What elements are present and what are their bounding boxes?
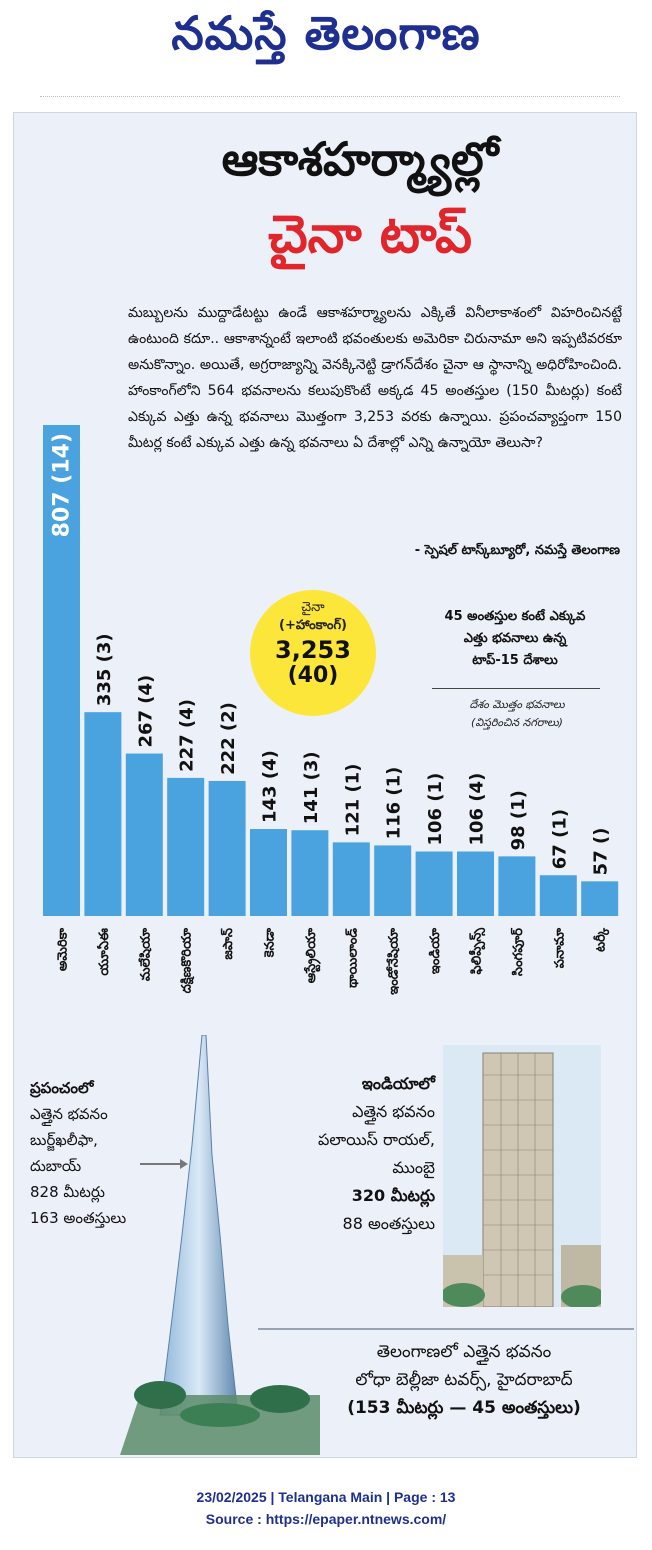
bar-value-label: 267 (4) [135,675,156,748]
bar-value-label: 143 (4) [260,750,281,823]
category-label: కెనడా [263,927,278,958]
palais-royale-photo [443,1045,601,1307]
legend-note: దేశం మొత్తం భవనాలు (విస్తరించిన నగరాలు) [432,696,602,732]
telangana-line3: (153 మీటర్లు — 45 అంతస్తులు) [347,1398,581,1418]
burj-floors: 163 అంతస్తులు [30,1209,127,1227]
legend-title-line: ఎత్తు భవనాలు ఉన్న [463,631,567,646]
india-heading: ఇండియాలో [361,1074,435,1093]
china-total: 3,253 [275,636,351,664]
india-name: పలాయిస్ రాయల్, [317,1130,435,1149]
burj-name: బుర్జ్‌ఖలీఫా, [30,1131,98,1149]
burj-height: 828 మీటర్లు [30,1183,105,1201]
bar-value-label: 116 (1) [384,767,405,840]
china-cities: (40) [287,663,339,688]
bar [167,777,205,916]
telangana-line2: లోధా బెల్లీజా టవర్స్, హైదరాబాద్ [355,1370,573,1390]
bar-value-label: 106 (1) [425,773,446,846]
category-label: టర్కీ [593,927,610,952]
bar-value-label: 335 (3) [94,633,115,706]
legend-title-line: 45 అంతస్తుల కంటే ఎక్కువ [444,609,586,624]
bar [498,856,536,916]
category-label: ఇండియా [428,928,443,974]
bar-value-label: 227 (4) [177,699,198,772]
footer-source-line[interactable]: Source : https://epaper.ntnews.com/ [205,1511,447,1527]
category-label: థాయిలాండ్ [344,928,360,988]
footer: 23/02/2025 | Telangana Main | Page : 13 … [0,1486,652,1530]
china-label: చైనా [301,600,325,615]
bar [457,851,494,916]
bar-value-label: 121 (1) [342,764,363,837]
legend-title: 45 అంతస్తుల కంటే ఎక్కువ ఎత్తు భవనాలు ఉన్… [420,606,610,672]
category-label: సింగపూర్ [510,928,526,976]
burj-city: దుబాయ్ [30,1157,82,1175]
legend-title-line: టాప్-15 దేశాలు [472,653,558,668]
bar [208,780,246,916]
bar [125,753,163,916]
telangana-caption: తెలంగాణలో ఎత్తైన భవనం లోధా బెల్లీజా టవర్… [300,1338,628,1422]
burj-caption: ప్రపంచంలో ఎత్తైన భవనం బుర్జ్‌ఖలీఫా, దుబా… [30,1075,180,1231]
bar [43,425,80,916]
bar [250,828,287,916]
india-height: 320 మీటర్లు [351,1186,435,1205]
footer-date-line: 23/02/2025 | Telangana Main | Page : 13 [196,1489,456,1505]
bar [291,830,329,916]
china-highlight-circle: చైనా (+హాంకాంగ్) 3,253 (40) [250,590,376,716]
china-sub-label: (+హాంకాంగ్) [279,618,347,633]
masthead-logo: నమస్తే తెలంగాణ [171,6,481,60]
bar-value-label: 222 (2) [218,702,239,775]
category-label: అమెరికా [56,927,71,971]
bar-value-label: 98 (1) [508,790,529,850]
bar [332,842,370,916]
india-city: ముంబై [392,1158,435,1177]
bar [415,851,453,916]
burj-heading: ప్రపంచంలో [30,1079,94,1097]
category-label: ఫిలిప్పీన్స్ [469,927,486,974]
telangana-divider [258,1328,634,1330]
bar-value-label: 57 () [591,828,612,876]
category-label: జపాన్ [220,928,236,960]
burj-line2: ఎత్తైన భవనం [30,1105,108,1123]
india-floors: 88 అంతస్తులు [342,1214,435,1233]
category-label: మలేషియా [137,928,153,981]
legend-note-line: దేశం మొత్తం భవనాలు [469,698,565,711]
arrow-icon [140,1159,188,1169]
byline: - స్పెషల్ టాస్క్‌బ్యూరో, నమస్తే తెలంగాణ [414,543,620,558]
bar-value-label: 141 (3) [301,751,322,824]
masthead-divider [40,96,620,99]
burj-khalifa-illustration [120,1035,320,1455]
bar-value-label: 106 (4) [467,773,488,846]
bar-value-label: 807 (14) [50,433,75,537]
legend-note-line: (విస్తరించిన నగరాలు) [471,716,563,729]
bar [84,712,122,916]
headline-line-1: ఆకాశహర్మ్యాల్లో [221,132,499,186]
headline-line-2: చైనా టాప్ [268,205,472,265]
telangana-line1: తెలంగాణలో ఎత్తైన భవనం [376,1342,552,1362]
bar [539,875,577,916]
category-label: పనామా [552,928,567,968]
india-caption: ఇండియాలో ఎత్తైన భవనం పలాయిస్ రాయల్, ముంబ… [270,1070,435,1238]
bar-value-label: 67 (1) [549,809,570,869]
india-line2: ఎత్తైన భవనం [352,1102,435,1121]
intro-paragraph: మబ్బులను ముద్దాడేటట్టు ఉండే ఆకాశహర్మ్యాల… [128,305,622,451]
category-label: యూఏఈ [96,928,112,976]
category-label: ఇండోనేషియా [386,928,402,995]
bar-chart: 807 (14) అమెరికా 335 (3) యూఏఈ 267 (4) మలేషియా… [43,425,619,995]
category-label: దక్షిణకొరియా [180,928,195,993]
bar [581,881,619,916]
legend-divider [432,688,600,689]
bar [374,845,412,916]
category-label: ఆస్ట్రేలియా [303,928,321,983]
